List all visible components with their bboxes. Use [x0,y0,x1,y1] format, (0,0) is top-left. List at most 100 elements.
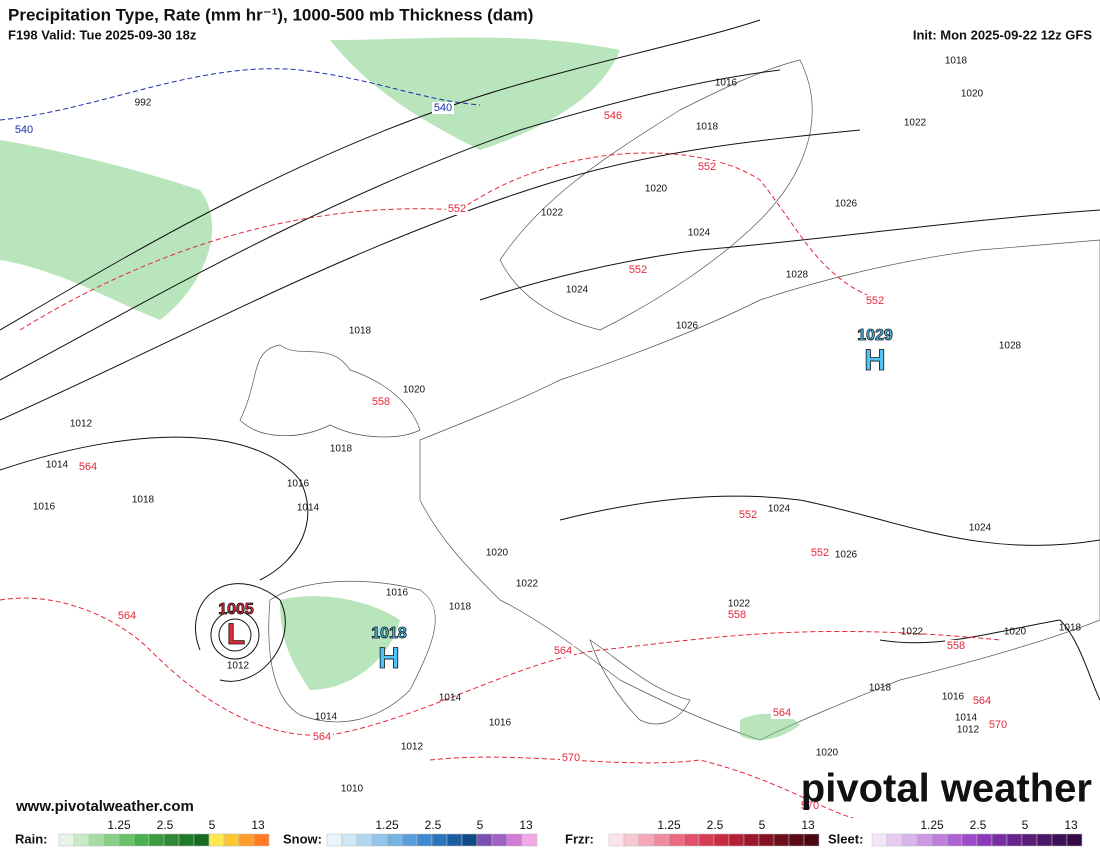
title: Precipitation Type, Rate (mm hr⁻¹), 1000… [8,5,533,24]
center-value: 1005 [218,601,254,618]
legend-tick: 2.5 [707,818,724,832]
legend-swatch [758,833,775,847]
legend-swatch [916,833,933,847]
legend-swatch [476,833,493,847]
precip-areas [0,37,800,741]
legend-swatch [961,833,978,847]
continent [419,239,1100,741]
legend-swatch [886,833,903,847]
legend-swatch [193,833,210,847]
thickness-label-bg [809,547,831,559]
legend-swatch [976,833,993,847]
isobar [879,619,1100,701]
thickness-label-bg [552,645,574,657]
legend-tick: 2.5 [970,818,987,832]
legend-swatch [773,833,790,847]
legend-tick: 5 [1022,818,1029,832]
pressure-label: 1022 [728,599,751,610]
pressure-label: 1016 [33,502,56,513]
precip-area [330,37,620,150]
thickness-label: 558 [947,640,965,652]
thickness-label-bg [77,461,99,473]
thickness-label-bg [987,719,1009,731]
legend-label: Sleet: [828,831,863,846]
thickness-label: 552 [811,547,829,559]
legend-tick: 13 [1064,818,1078,832]
pressure-label: 1022 [541,208,564,219]
low-ring [218,618,252,652]
legend-swatch [326,833,343,847]
pressure-label: 1028 [999,341,1022,352]
thickness-label: 540 [434,102,452,114]
pressure-label: 1018 [945,56,968,67]
legend-swatch [118,833,135,847]
pressure-label: 1012 [957,725,980,736]
legend-tick: 1.25 [375,818,399,832]
thickness-label: 570 [562,752,580,764]
thickness-label: 558 [372,396,390,408]
legend-swatch [491,833,508,847]
legend-swatch [58,833,75,847]
isobar [559,495,1100,546]
legend-tick: 1.25 [920,818,944,832]
pressure-label: 1018 [349,326,372,337]
website: www.pivotalweather.com [15,798,194,815]
thickness-label-bg [627,264,649,276]
thickness-label-bg [945,640,967,652]
legend-swatch [371,833,388,847]
brand: pivotal weather [801,767,1092,811]
legend-swatch [238,833,255,847]
thickness-label: 564 [118,610,136,622]
legend-swatch [148,833,165,847]
legend-swatch [1066,833,1083,847]
thickness-label: 552 [448,203,466,215]
thickness-label: 546 [604,110,622,122]
thickness-label-bg [311,731,333,743]
italy [589,639,691,725]
thickness-label-bg [864,295,886,307]
low-ring [210,610,260,660]
legend-swatch [683,833,700,847]
legend-swatch [253,833,270,847]
center-letter: H [378,642,400,675]
legend-label: Rain: [15,831,48,846]
center-letter: H [864,344,886,377]
pressure-label: 992 [135,98,152,109]
thickness-label-bg [696,161,718,173]
pressure-label: 1020 [1004,627,1027,638]
center-value: 1029 [857,327,893,344]
legend-swatch [341,833,358,847]
legend-swatch [163,833,180,847]
legend-tick: 2.5 [425,818,442,832]
thickness-label: 552 [698,161,716,173]
legend-swatch [521,833,538,847]
thickness-label-bg [560,752,582,764]
pressure-label: 1022 [901,627,924,638]
valid-time: F198 Valid: Tue 2025-09-30 18z [8,27,197,42]
legend-swatch [946,833,963,847]
legend-swatch [871,833,888,847]
thickness-label: 564 [773,707,791,719]
pressure-label: 1026 [676,321,699,332]
pressure-label: 1012 [70,419,93,430]
pressure-label: 1018 [696,122,719,133]
legend-swatch [1036,833,1053,847]
pressure-label: 1014 [46,460,69,471]
legend-label: Frzr: [565,831,594,846]
pressure-label: 1020 [816,748,839,759]
isobar [0,69,781,381]
legend-swatch [431,833,448,847]
legend-swatch [1006,833,1023,847]
legend-swatch [728,833,745,847]
center-value: 1018 [371,625,407,642]
iberia [268,580,436,723]
thickness-label: 552 [629,264,647,276]
legend-swatch [608,833,625,847]
legend-swatch [668,833,685,847]
thickness-label-bg [799,800,821,812]
thickness-label: 552 [866,295,884,307]
thickness-label-bg [13,124,35,136]
pressure-label: 1018 [132,495,155,506]
thickness-label: 564 [79,461,97,473]
legend-swatch [743,833,760,847]
